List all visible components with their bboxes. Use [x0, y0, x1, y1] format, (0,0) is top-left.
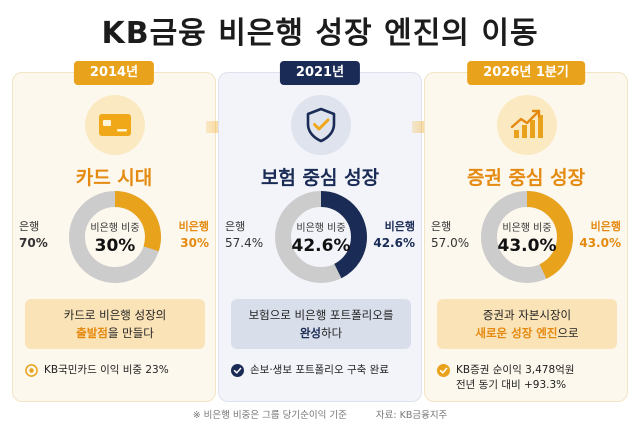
nonbank-value: 43.0% — [579, 236, 621, 250]
nonbank-label: 비은행 — [178, 220, 209, 233]
donut-center: 비은행 비중 42.6% — [275, 191, 367, 283]
note-line2: 전년 동기 대비 +93.3% — [456, 379, 567, 391]
nonbank-share-arc — [69, 191, 161, 283]
panel-heading: 카드 시대 — [75, 167, 153, 189]
center-value: 43.0% — [497, 235, 557, 256]
bank-label: 은행 — [225, 220, 246, 233]
summary-rest: 을 만들다 — [107, 326, 154, 340]
summary-line1: 증권과 자본시장이 — [482, 308, 572, 322]
nonbank-label: 비은행 — [590, 220, 621, 233]
bank-label: 은행 — [19, 220, 40, 233]
page-title: KB금융 비은행 성장 엔진의 이동 — [101, 16, 539, 51]
credit-card-icon — [85, 95, 145, 155]
nonbank-share-arc — [275, 191, 367, 283]
center-label: 비은행 비중 — [296, 222, 346, 234]
summary-box: 카드로 비은행 성장의 출발점을 만들다 — [25, 299, 205, 349]
summary-line2: 새로운 성장 엔진으로 — [475, 324, 578, 342]
donut-center: 비은행 비중 30% — [69, 191, 161, 283]
footer: ※ 비은행 비중은 그룹 당기순이익 기준 자료: KB금융지주 — [0, 407, 640, 421]
center-value: 30% — [94, 235, 136, 256]
note-line1: KB증권 순이익 3,478억원 — [456, 364, 575, 376]
summary-rest: 하다 — [321, 326, 343, 340]
panel-2014: 2014년 카드 시대 비은행 비중 30% 은행 70% 비은행 30% 카드… — [12, 61, 216, 402]
year-badge: 2021년 — [279, 61, 361, 85]
summary-rest: 으로 — [557, 326, 579, 340]
year-badge: 2014년 — [73, 61, 155, 85]
panel-heading: 보험 중심 성장 — [260, 167, 380, 189]
summary-line1: 보험으로 비은행 포트폴리오를 — [248, 308, 394, 322]
center-label: 비은행 비중 — [502, 222, 552, 234]
nonbank-share: 비은행 42.6% — [373, 219, 415, 251]
check-circle-icon — [437, 364, 450, 377]
summary-box: 보험으로 비은행 포트폴리오를 완성하다 — [231, 299, 411, 349]
note-item: 손보·생보 포트폴리오 구축 완료 — [231, 363, 417, 378]
nonbank-value: 42.6% — [373, 236, 415, 250]
note-line1: KB국민카드 이익 비중 23% — [44, 364, 169, 376]
center-label: 비은행 비중 — [90, 222, 140, 234]
bank-value: 57.4% — [225, 236, 264, 250]
donut-center: 비은행 비중 43.0% — [481, 191, 573, 283]
summary-line1: 카드로 비은행 성장의 — [63, 308, 167, 322]
panel-heading: 증권 중심 성장 — [466, 167, 586, 189]
summary-line2: 완성하다 — [300, 324, 342, 342]
summary-highlight: 새로운 성장 엔진 — [475, 326, 558, 340]
nonbank-label: 비은행 — [384, 220, 415, 233]
growth-chart-icon — [497, 95, 557, 155]
donut-chart — [275, 191, 367, 283]
nonbank-share: 비은행 30% — [179, 219, 209, 251]
bank-share: 은행 57.4% — [225, 219, 263, 251]
nonbank-value: 30% — [180, 236, 209, 250]
panel-2026q1: 2026년 1분기 증권 중심 성장 비은행 비중 43.0% 은행 57.0%… — [424, 61, 628, 402]
bank-share: 은행 70% — [19, 219, 48, 251]
center-value: 42.6% — [291, 235, 351, 256]
summary-highlight: 출발점 — [76, 326, 108, 340]
shield-check-icon — [291, 95, 351, 155]
note-item: KB증권 순이익 3,478억원 전년 동기 대비 +93.3% — [437, 363, 623, 393]
summary-line2: 출발점을 만들다 — [76, 324, 154, 342]
bank-value: 57.0% — [431, 236, 470, 250]
summary-highlight: 완성 — [299, 326, 321, 340]
nonbank-share: 비은행 43.0% — [579, 219, 621, 251]
bank-value: 70% — [19, 236, 48, 250]
nonbank-share-arc — [481, 191, 573, 283]
bank-share: 은행 57.0% — [431, 219, 469, 251]
footer-source: 자료: KB금융지주 — [375, 410, 448, 421]
year-badge: 2026년 1분기 — [467, 61, 585, 85]
note-line1: 손보·생보 포트폴리오 구축 완료 — [250, 364, 389, 376]
donut-chart — [481, 191, 573, 283]
donut-chart — [69, 191, 161, 283]
check-circle-icon — [231, 364, 244, 377]
note-item: KB국민카드 이익 비중 23% — [25, 363, 211, 378]
bank-label: 은행 — [431, 220, 452, 233]
panel-2021: 2021년 보험 중심 성장 비은행 비중 42.6% 은행 57.4% 비은행… — [218, 61, 422, 402]
summary-box: 증권과 자본시장이 새로운 성장 엔진으로 — [437, 299, 617, 349]
target-icon — [25, 364, 38, 377]
footer-note: ※ 비은행 비중은 그룹 당기순이익 기준 — [192, 410, 347, 421]
